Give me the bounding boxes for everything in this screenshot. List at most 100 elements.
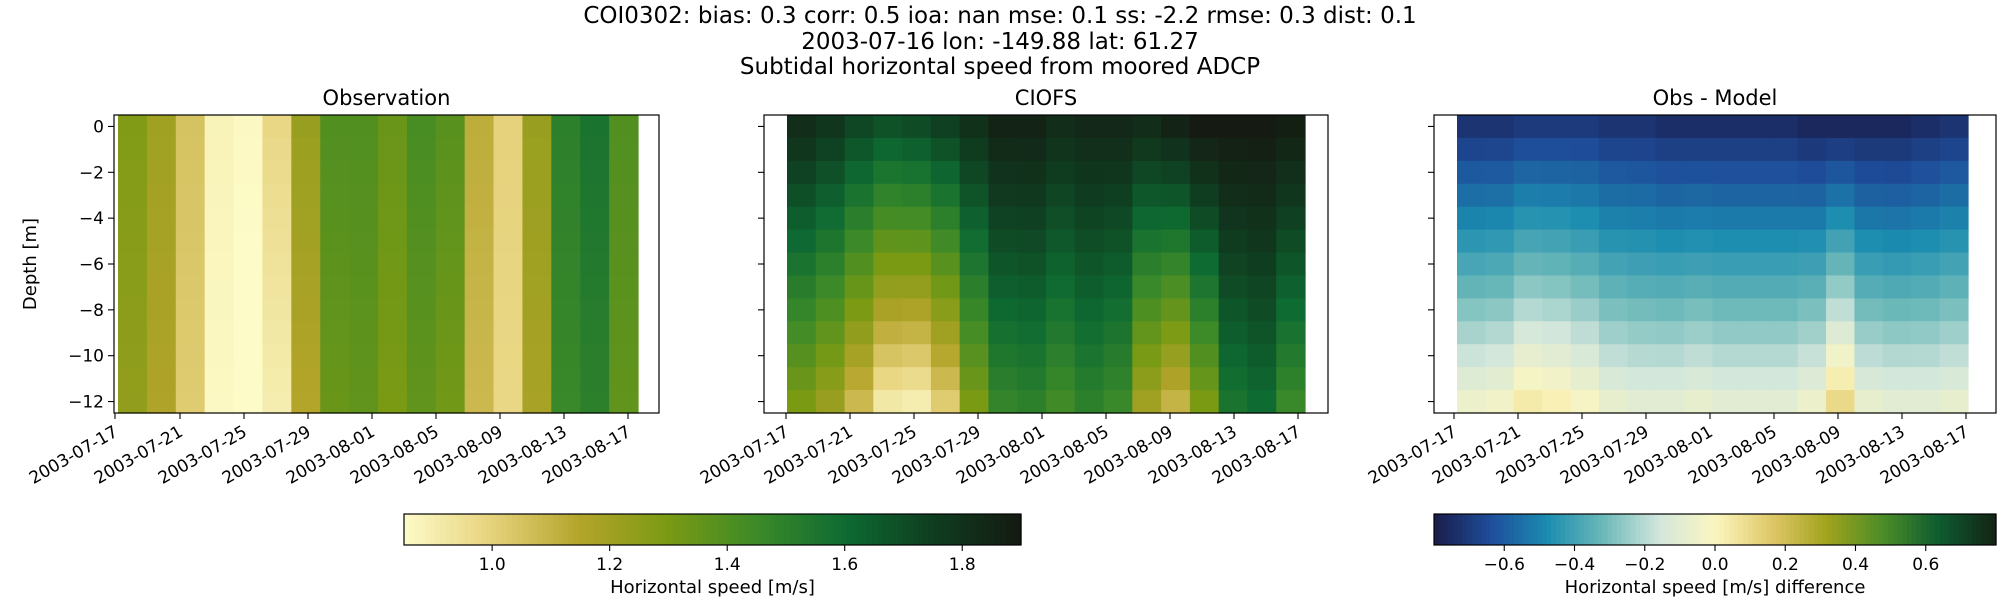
heatmap-cell: [291, 206, 321, 231]
heatmap-cell: [988, 344, 1018, 368]
heatmap-cell: [609, 252, 639, 277]
heatmap-cell: [609, 229, 639, 254]
colorbar-swatch: [769, 514, 775, 545]
heatmap-cell: [580, 367, 610, 391]
y-tick-label: −2: [79, 163, 104, 183]
heatmap-cell: [349, 321, 379, 345]
heatmap-cell: [815, 275, 846, 299]
heatmap-cell: [175, 160, 206, 185]
heatmap-cell: [1017, 344, 1047, 368]
heatmap-cell: [1627, 252, 1657, 277]
heatmap-cell: [435, 115, 466, 139]
heatmap-cell: [406, 115, 437, 139]
heatmap-cell: [522, 183, 552, 208]
heatmap-cell: [1797, 160, 1827, 185]
colorbar-swatch: [1869, 514, 1875, 545]
colorbar-swatch: [1522, 514, 1529, 545]
colorbar-swatch: [1682, 514, 1688, 545]
heatmap-cell: [1103, 183, 1133, 208]
heatmap-cell: [580, 344, 610, 368]
heatmap-cell: [844, 206, 874, 231]
heatmap-cell: [844, 390, 874, 414]
heatmap-cell: [146, 115, 177, 139]
heatmap-cell: [522, 390, 552, 414]
heatmap-cell: [204, 390, 235, 414]
heatmap-cell: [580, 321, 610, 345]
colorbar-swatch: [1569, 514, 1576, 545]
heatmap-cell: [1911, 183, 1941, 208]
heatmap-cell: [1854, 229, 1884, 254]
heatmap-cell: [435, 206, 466, 231]
heatmap-cell: [988, 160, 1018, 185]
heatmap-cell: [1103, 206, 1133, 231]
heatmap-cell: [1046, 160, 1076, 185]
heatmap-cell: [1457, 183, 1486, 208]
colorbar-swatch: [1939, 514, 1946, 545]
heatmap-cell: [1882, 390, 1912, 414]
colorbar-swatch: [419, 514, 426, 545]
heatmap-cell: [1655, 298, 1685, 322]
heatmap-cell: [175, 390, 206, 414]
heatmap-cell: [291, 160, 321, 185]
heatmap-cell: [1797, 229, 1827, 254]
heatmap-cell: [1684, 252, 1714, 277]
heatmap-cell: [1826, 115, 1856, 139]
heatmap-cell: [1712, 390, 1742, 414]
heatmap-cell: [844, 252, 874, 277]
suptitle-line-1: COI0302: bias: 0.3 corr: 0.5 ioa: nan ms…: [583, 3, 1416, 29]
heatmap-cell: [1132, 137, 1162, 162]
heatmap-cell: [873, 367, 903, 391]
heatmap-cell: [1598, 390, 1628, 414]
heatmap-cell: [204, 298, 235, 322]
colorbar-swatch: [1668, 514, 1674, 545]
colorbar-swatch: [594, 514, 600, 545]
heatmap-cell: [320, 298, 350, 322]
heatmap-cell: [1570, 229, 1600, 254]
colorbar-swatch: [1471, 514, 1477, 545]
heatmap-cell: [1132, 367, 1162, 391]
heatmap-cell: [1074, 183, 1105, 208]
heatmap-cell: [1218, 160, 1249, 185]
heatmap-cell: [1218, 229, 1249, 254]
heatmap-cell: [1570, 115, 1600, 139]
colorbar-swatch: [676, 514, 683, 545]
heatmap-cell: [464, 367, 495, 391]
colorbar-swatch: [1635, 514, 1641, 545]
colorbar-swatch: [799, 514, 806, 545]
heatmap-cell: [233, 390, 264, 414]
colorbar-frame: [403, 513, 1022, 546]
heatmap-cell: [493, 206, 524, 231]
heatmap-cell: [1046, 390, 1076, 414]
colorbar-swatch: [563, 514, 570, 545]
colorbar-swatch: [409, 514, 415, 545]
heatmap-cells: [787, 115, 1306, 414]
heatmap-cell: [1485, 367, 1515, 391]
heatmap-cell: [493, 275, 524, 299]
heatmap-cell: [959, 206, 990, 231]
colorbar-swatch: [1000, 514, 1007, 545]
heatmap-cell: [1882, 160, 1912, 185]
y-tick-label: −4: [79, 209, 104, 229]
heatmap-cell: [1132, 160, 1162, 185]
heatmap-cell: [493, 183, 524, 208]
colorbar-swatch: [1733, 514, 1740, 545]
colorbar-swatch: [1710, 514, 1716, 545]
heatmap-cell: [146, 137, 177, 162]
heatmap-cell: [1161, 183, 1191, 208]
heatmap-cell: [1882, 229, 1912, 254]
heatmap-cell: [1826, 160, 1856, 185]
heatmap-cell: [902, 367, 932, 391]
colorbar-swatch: [589, 514, 595, 545]
heatmap-cell: [1132, 183, 1162, 208]
colorbar-swatch: [974, 514, 981, 545]
heatmap-cell: [1826, 137, 1856, 162]
heatmap-cell: [959, 367, 990, 391]
heatmap-cell: [551, 275, 581, 299]
heatmap-cell: [1769, 344, 1799, 368]
heatmap-cell: [1740, 344, 1770, 368]
colorbar-swatch: [907, 514, 914, 545]
colorbar-swatch: [1747, 514, 1754, 545]
colorbar-swatch: [1827, 514, 1833, 545]
heatmap-cell: [1189, 344, 1220, 368]
heatmap-cell: [1911, 367, 1941, 391]
